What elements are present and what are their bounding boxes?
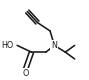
Text: HO: HO (2, 41, 14, 50)
Text: N: N (51, 41, 57, 50)
Text: O: O (22, 69, 29, 78)
